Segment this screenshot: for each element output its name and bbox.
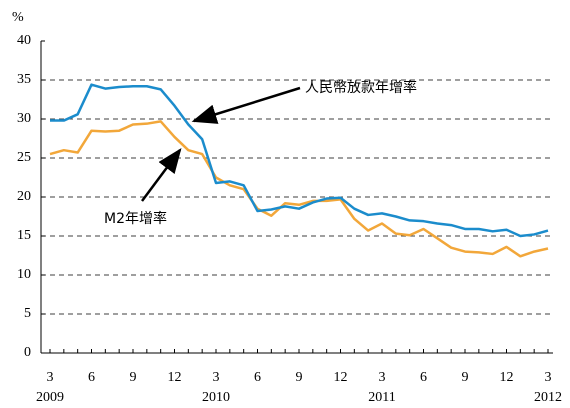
y-tick-label: 25 <box>17 150 31 165</box>
annotation: M2年增率 <box>104 210 167 227</box>
x-tick-label: 3 <box>545 370 552 385</box>
y-tick-label: 15 <box>17 228 31 243</box>
y-tick-label: 30 <box>17 111 31 126</box>
x-tick-label: 9 <box>130 370 137 385</box>
y-tick-label: 35 <box>17 72 31 87</box>
x-year-label: 2009 <box>36 390 64 405</box>
x-year-label: 2010 <box>202 390 230 405</box>
x-tick-label: 9 <box>462 370 469 385</box>
x-tick-label: 3 <box>379 370 386 385</box>
x-year-label: 2012 <box>534 390 562 405</box>
y-tick-label: 40 <box>17 33 31 48</box>
y-tick-label: 10 <box>17 267 31 282</box>
x-tick-label: 12 <box>500 370 514 385</box>
line-series <box>49 120 549 258</box>
x-tick-label: 6 <box>420 370 427 385</box>
y-tick-label: 0 <box>24 345 31 360</box>
annotation-arrow <box>191 86 301 124</box>
x-tick-label: 6 <box>88 370 95 385</box>
annotation: 人民幣放款年增率 <box>305 79 417 96</box>
annotation-arrow <box>140 147 182 202</box>
x-tick-label: 3 <box>47 370 54 385</box>
line-series <box>50 83 549 238</box>
y-tick-label: 20 <box>17 189 31 204</box>
x-year-label: 2011 <box>368 390 395 405</box>
x-tick-label: 6 <box>254 370 261 385</box>
x-tick-label: 12 <box>168 370 182 385</box>
x-tick-label: 12 <box>334 370 348 385</box>
x-tick-label: 9 <box>296 370 303 385</box>
y-axis-label: % <box>12 10 24 25</box>
y-tick-label: 5 <box>24 306 31 321</box>
x-tick-label: 3 <box>213 370 220 385</box>
